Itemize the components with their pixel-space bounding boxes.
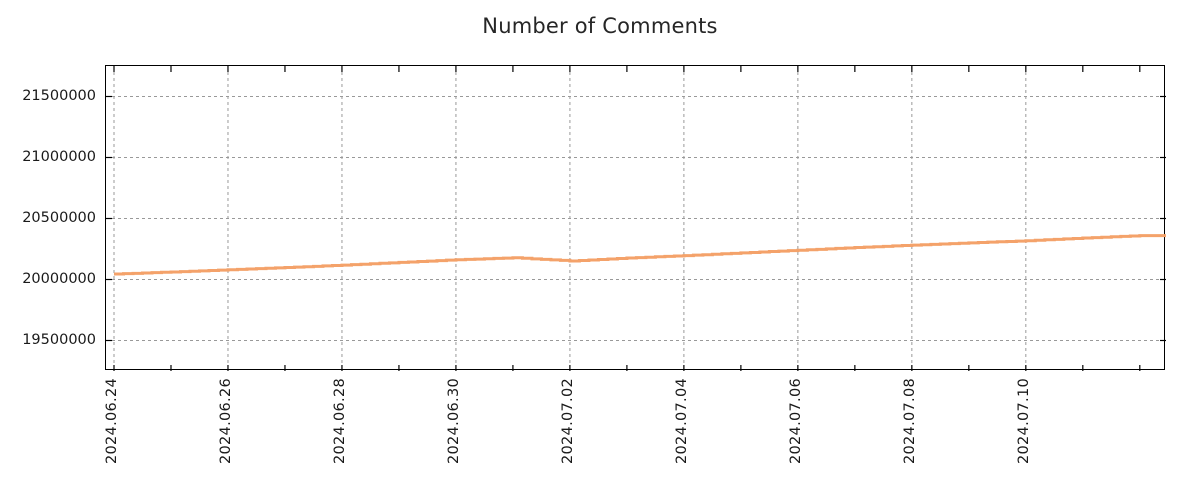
x-axis-tick-label: 2024.07.10 — [1015, 378, 1032, 465]
y-axis-tick-label: 20500000 — [22, 209, 96, 226]
axis-tick-marks — [106, 66, 1166, 371]
plot-svg — [106, 66, 1166, 371]
plot-area — [105, 65, 1166, 371]
chart-title: Number of Comments — [482, 14, 718, 38]
data-series-line — [114, 234, 1166, 276]
grid-lines — [106, 66, 1166, 371]
x-axis-tick-label: 2024.06.26 — [217, 378, 234, 465]
x-axis-tick-label: 2024.07.04 — [673, 378, 690, 465]
x-axis-tick-label: 2024.06.28 — [331, 378, 348, 465]
y-axis-tick-label: 19500000 — [22, 331, 96, 348]
y-axis-tick-label: 21000000 — [22, 148, 96, 165]
x-axis-tick-label: 2024.06.30 — [445, 378, 462, 465]
y-axis-tick-label: 21500000 — [22, 87, 96, 104]
x-axis-tick-label: 2024.07.02 — [559, 378, 576, 465]
x-axis-tick-label: 2024.06.24 — [104, 378, 120, 465]
x-axis-tick-label: 2024.07.06 — [787, 378, 804, 465]
x-axis-tick-label: 2024.07.08 — [901, 378, 918, 465]
y-axis-tick-label: 20000000 — [22, 270, 96, 287]
